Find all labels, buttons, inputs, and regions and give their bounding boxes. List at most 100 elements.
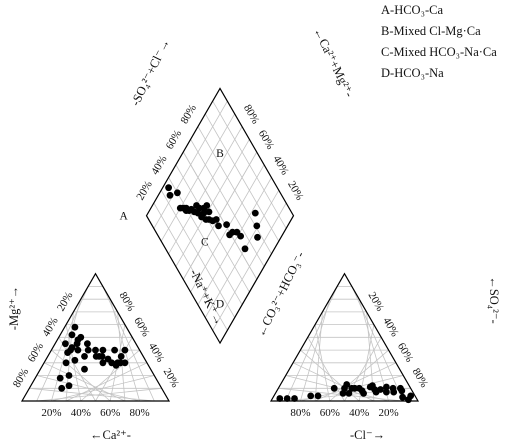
legend-item-c: C-Mixed HCO₃-Na·Ca xyxy=(381,45,497,59)
cation-sample-point xyxy=(99,346,107,354)
legend-item-a: A-HCO₃-Ca xyxy=(381,3,443,17)
diamond-upper-right-tick: 40% xyxy=(270,154,290,177)
cation-sample-point xyxy=(68,331,76,339)
anion-sample-point xyxy=(383,383,390,391)
legend-item-d: D-HCO₃-Na xyxy=(381,66,444,80)
cation-sample-point xyxy=(71,323,79,331)
cation-bottom-axis-label: ←Ca²⁺- xyxy=(90,428,131,442)
cation-sample-point xyxy=(58,384,66,392)
cation-sample-point xyxy=(84,340,91,348)
diamond-upper-right-tick: 80% xyxy=(241,103,261,126)
anion-bottom-tick: 60% xyxy=(320,407,340,419)
cation-sample-point xyxy=(77,333,85,341)
diamond-sample-point xyxy=(251,209,259,217)
cation-triangle-frame xyxy=(20,272,171,402)
anion-sample-point xyxy=(399,393,406,401)
cation-sample-point xyxy=(62,359,70,367)
zone-label-c: C xyxy=(201,237,209,249)
anion-sample-point xyxy=(343,381,351,388)
anion-sample-point xyxy=(283,395,291,402)
anion-sample-point xyxy=(348,384,356,392)
diamond-upper-right-tick: 60% xyxy=(256,128,276,151)
cation-sample-point xyxy=(99,359,107,367)
cation-sample-point xyxy=(62,340,69,348)
diamond-sample-point xyxy=(241,245,249,253)
cation-left-tick: 40% xyxy=(40,315,60,338)
anion-sample-point xyxy=(307,392,315,400)
cation-sample-point xyxy=(121,346,129,354)
cation-grid-line xyxy=(29,387,155,402)
sample-points xyxy=(56,184,415,404)
anion-bottom-tick: 40% xyxy=(349,407,369,419)
cation-right-tick: 40% xyxy=(146,341,166,364)
grid-lines xyxy=(29,100,411,402)
cation-sample-point xyxy=(92,346,99,354)
cation-sample-point xyxy=(71,356,79,364)
cation-sample-point xyxy=(84,346,92,354)
diamond-upper-left-tick: 40% xyxy=(149,154,169,177)
cation-bottom-tick: 60% xyxy=(100,407,120,419)
cation-right-tick: 60% xyxy=(131,315,151,338)
anion-sample-point xyxy=(314,392,322,400)
cation-sample-point xyxy=(121,359,129,367)
anion-grid-line xyxy=(307,337,345,402)
anion-sample-point xyxy=(339,390,347,397)
anion-sample-point xyxy=(291,395,298,402)
cation-sample-point xyxy=(74,346,82,354)
anion-bottom-axis-label: -Cl⁻→ xyxy=(350,428,385,442)
diamond-sample-point xyxy=(205,208,213,216)
diamond-upper-right-tick: 20% xyxy=(285,179,305,202)
cation-bottom-tick: 20% xyxy=(41,407,61,419)
anion-bottom-tick: 20% xyxy=(379,407,399,419)
diamond-upper-left-tick: 80% xyxy=(178,103,198,126)
cation-grid-line xyxy=(36,375,140,402)
cation-grid-line xyxy=(102,286,155,402)
anion-triangle-frame xyxy=(269,272,420,402)
zone-label-a: A xyxy=(119,211,128,223)
cation-right-tick: 20% xyxy=(161,366,181,389)
cation-sample-point xyxy=(65,372,73,379)
diamond-upper-left-tick: 60% xyxy=(164,128,184,151)
diamond-sample-point xyxy=(253,222,261,230)
diamond-upper-left-axis-label: -SO₄²⁻+Cl⁻→ xyxy=(128,36,173,108)
anion-sample-point xyxy=(389,384,397,392)
diamond-sample-point xyxy=(176,204,184,212)
anion-right-tick: 60% xyxy=(395,341,415,364)
diamond-sample-point xyxy=(165,184,173,192)
diamond-sample-point xyxy=(226,231,234,239)
diagram-frames xyxy=(20,87,420,402)
cation-bottom-tick: 40% xyxy=(71,407,91,419)
diamond-sample-point xyxy=(215,222,222,230)
diamond-upper-right-axis-label: ←Ca²⁺+Mg²⁺- xyxy=(311,25,357,99)
legend: A-HCO₃-Ca B-Mixed Cl-Mg·Ca C-Mixed HCO₃-… xyxy=(381,3,497,80)
cation-grid-line xyxy=(58,337,96,402)
cation-sample-point xyxy=(68,344,76,351)
anion-sample-point xyxy=(276,395,284,402)
anion-bottom-tick: 80% xyxy=(290,407,310,419)
diamond-sample-point xyxy=(200,209,208,217)
cation-grid-line xyxy=(51,349,111,402)
cation-left-tick: 80% xyxy=(11,366,31,389)
anion-sample-point xyxy=(330,384,338,392)
zone-label-d: D xyxy=(216,298,224,310)
anion-right-tick: 40% xyxy=(380,315,400,338)
cation-sample-point xyxy=(95,353,103,360)
cation-left-tick: 60% xyxy=(26,341,46,364)
diamond-frame xyxy=(145,87,295,345)
anion-right-tick: 80% xyxy=(410,366,430,389)
cation-right-tick: 80% xyxy=(117,290,137,313)
anion-right-axis-label: ←SO₄²⁻- xyxy=(487,276,501,323)
anion-sample-point xyxy=(407,392,415,400)
cation-sample-point xyxy=(81,365,88,373)
diamond-sample-point xyxy=(182,207,190,215)
anion-sample-point xyxy=(397,384,404,392)
diamond-sample-point xyxy=(223,221,231,229)
cation-grid-line xyxy=(43,362,126,402)
zone-label-b: B xyxy=(216,148,224,160)
anion-right-tick: 20% xyxy=(366,290,386,313)
cation-sample-point xyxy=(111,346,118,354)
diamond-sample-point xyxy=(193,202,200,209)
zone-labels: A B C D xyxy=(119,148,224,310)
cation-left-axis-label: -Mg²⁺→ xyxy=(7,286,21,330)
